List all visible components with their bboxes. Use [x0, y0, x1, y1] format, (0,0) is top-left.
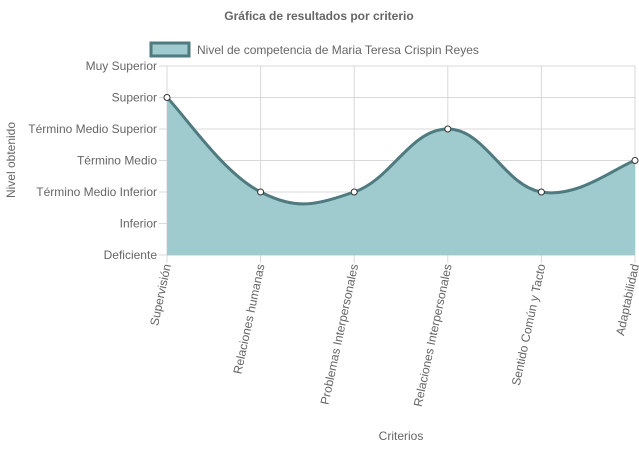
y-tick-label: Término Medio Superior: [28, 122, 157, 136]
x-axis: Supervisión Relaciones humanas Problemas I…: [147, 262, 639, 407]
y-tick-label: Superior: [112, 91, 157, 105]
data-point[interactable]: [257, 188, 265, 196]
y-tick-label: Deficiente: [104, 248, 158, 262]
y-tick-label: Muy Superior: [86, 59, 157, 73]
x-tick-label: Adaptabilidad: [613, 263, 639, 337]
area-fill: [167, 97, 635, 255]
chart-title: Gráfica de resultados por criterio: [224, 9, 413, 23]
x-tick-label: Relaciones humanas: [231, 263, 268, 376]
y-tick-label: Término Medio Inferior: [36, 185, 157, 199]
data-area: [165, 96, 636, 255]
legend-swatch: [149, 41, 191, 58]
y-tick-label: Término Medio: [77, 154, 157, 168]
x-tick-label: Problemas Interpersonales: [318, 263, 362, 406]
data-point[interactable]: [163, 94, 171, 101]
x-tick-label: Sentido Común y Tacto: [509, 262, 549, 386]
y-axis-title: Nivel obtenido: [4, 122, 18, 198]
y-axis: Deficiente Inferior Término Medio Inferior…: [28, 59, 157, 262]
series-line: [165, 96, 636, 206]
data-point[interactable]: [631, 157, 639, 164]
y-tick-label: Inferior: [120, 217, 157, 231]
x-axis-title: Criterios: [379, 429, 424, 443]
data-point[interactable]: [537, 188, 545, 196]
x-tick-label: Supervisión: [147, 263, 174, 327]
legend[interactable]: Nivel de competencia de Maria Teresa Cri…: [149, 41, 479, 58]
x-tick-label: Relaciones Interpersonales: [411, 263, 455, 408]
data-point[interactable]: [444, 125, 452, 133]
data-points: [163, 94, 639, 196]
legend-label: Nivel de competencia de Maria Teresa Cri…: [197, 43, 479, 57]
data-point[interactable]: [350, 188, 358, 196]
